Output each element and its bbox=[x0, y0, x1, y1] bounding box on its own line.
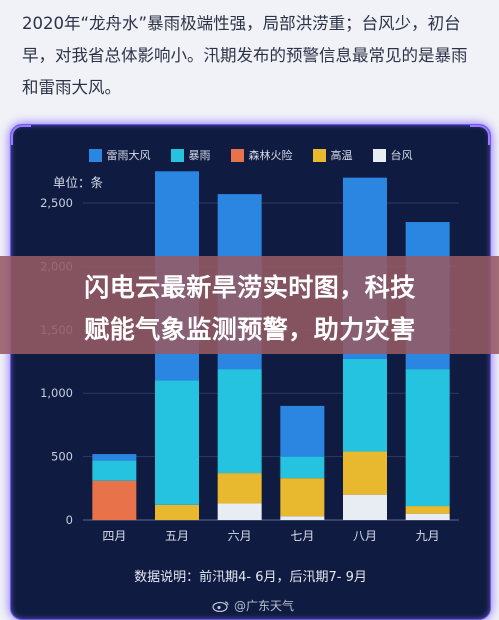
unit-label: 单位：条 bbox=[53, 175, 104, 190]
x-tick-label: 四月 bbox=[102, 529, 126, 543]
y-tick-label: 2,500 bbox=[40, 196, 73, 210]
legend-label: 高温 bbox=[330, 149, 353, 162]
banner-line-1: 闪电云最新旱涝实时图，科技 bbox=[84, 273, 416, 302]
bar-segment bbox=[343, 494, 387, 520]
x-tick-label: 七月 bbox=[290, 529, 314, 543]
y-tick-label: 0 bbox=[66, 513, 73, 527]
bar-segment bbox=[280, 456, 325, 479]
legend-label: 森林火险 bbox=[248, 149, 293, 162]
chart-legend: 雷雨大风 暴雨 森林火险 高温 台风 bbox=[11, 147, 490, 163]
data-footnote: 数据说明：前汛期4- 6月，后汛期7- 9月 bbox=[134, 570, 367, 585]
legend-label: 台风 bbox=[390, 149, 413, 162]
legend-item: 台风 bbox=[372, 147, 413, 163]
bar-segment bbox=[405, 506, 450, 514]
legend-label: 暴雨 bbox=[188, 149, 211, 162]
bar-segment bbox=[280, 405, 325, 457]
corner-glow-right bbox=[470, 125, 490, 145]
bar-segment bbox=[343, 451, 387, 495]
weibo-icon bbox=[212, 600, 229, 612]
x-tick-label: 八月 bbox=[353, 529, 377, 543]
headline-banner: 闪电云最新旱涝实时图，科技 赋能气象监测预警，助力灾害 bbox=[0, 256, 499, 354]
legend-swatch bbox=[170, 148, 184, 162]
bar-segment bbox=[405, 513, 450, 520]
bar-segment bbox=[280, 516, 325, 520]
x-tick-label: 九月 bbox=[416, 529, 440, 543]
bar-segment bbox=[217, 503, 262, 520]
bar-segment bbox=[92, 480, 137, 520]
bar-segment bbox=[343, 358, 387, 452]
bar-segment bbox=[217, 369, 262, 474]
legend-item: 暴雨 bbox=[170, 147, 211, 163]
x-tick-label: 六月 bbox=[228, 529, 252, 543]
bar-segment bbox=[155, 504, 199, 520]
bar-segment bbox=[405, 369, 450, 507]
y-tick-label: 500 bbox=[51, 450, 73, 464]
legend-item: 雷雨大风 bbox=[88, 147, 151, 163]
legend-item: 高温 bbox=[312, 147, 353, 163]
legend-swatch bbox=[372, 148, 386, 162]
bar-segment bbox=[155, 380, 199, 505]
legend-swatch bbox=[88, 148, 102, 162]
banner-line-2: 赋能气象监测预警，助力灾害 bbox=[84, 315, 416, 344]
legend-label: 雷雨大风 bbox=[106, 149, 151, 162]
x-tick-label: 五月 bbox=[165, 529, 189, 543]
corner-glow-left bbox=[11, 125, 31, 145]
intro-paragraph: 2020年“龙舟水”暴雨极端性强，局部洪涝重；台风少，初台早，对我省总体影响小。… bbox=[22, 14, 468, 97]
legend-swatch bbox=[312, 148, 326, 162]
bar-segment bbox=[217, 473, 262, 504]
watermark: @广东天气 bbox=[212, 597, 294, 614]
bar-segment bbox=[280, 478, 325, 517]
legend-swatch bbox=[230, 148, 244, 162]
watermark-text: @广东天气 bbox=[233, 599, 294, 613]
bar-segment bbox=[92, 454, 137, 461]
bar-segment bbox=[92, 460, 137, 481]
y-tick-label: 1,000 bbox=[40, 386, 73, 400]
legend-item: 森林火险 bbox=[230, 147, 293, 163]
